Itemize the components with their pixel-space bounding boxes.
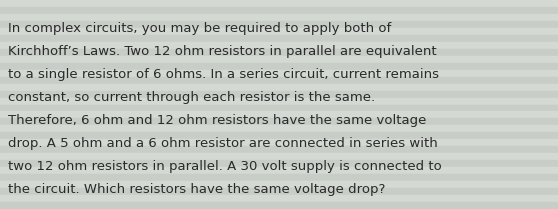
Bar [0,111,558,119]
Bar [0,70,558,77]
Bar [0,0,558,7]
Bar [0,56,558,63]
Text: to a single resistor of 6 ohms. In a series circuit, current remains: to a single resistor of 6 ohms. In a ser… [8,68,439,81]
Text: the circuit. Which resistors have the same voltage drop?: the circuit. Which resistors have the sa… [8,183,386,196]
Bar [0,49,558,56]
Bar [0,125,558,132]
Bar [0,28,558,35]
Text: In complex circuits, you may be required to apply both of: In complex circuits, you may be required… [8,22,391,35]
Text: Therefore, 6 ohm and 12 ohm resistors have the same voltage: Therefore, 6 ohm and 12 ohm resistors ha… [8,114,426,127]
Bar [0,84,558,90]
Bar [0,167,558,174]
Bar [0,7,558,14]
Bar [0,35,558,42]
Text: Kirchhoff’s Laws. Two 12 ohm resistors in parallel are equivalent: Kirchhoff’s Laws. Two 12 ohm resistors i… [8,45,436,58]
Bar [0,119,558,125]
Bar [0,188,558,195]
Bar [0,104,558,111]
Bar [0,98,558,104]
Bar [0,181,558,188]
Bar [0,174,558,181]
Bar [0,139,558,146]
Bar [0,21,558,28]
Bar [0,195,558,202]
Bar [0,77,558,84]
Bar [0,202,558,209]
Text: two 12 ohm resistors in parallel. A 30 volt supply is connected to: two 12 ohm resistors in parallel. A 30 v… [8,160,442,173]
Bar [0,42,558,49]
Text: constant, so current through each resistor is the same.: constant, so current through each resist… [8,91,375,104]
Text: drop. A 5 ohm and a 6 ohm resistor are connected in series with: drop. A 5 ohm and a 6 ohm resistor are c… [8,137,437,150]
Bar [0,160,558,167]
Bar [0,14,558,21]
Bar [0,90,558,98]
Bar [0,153,558,160]
Bar [0,63,558,70]
Bar [0,132,558,139]
Bar [0,146,558,153]
